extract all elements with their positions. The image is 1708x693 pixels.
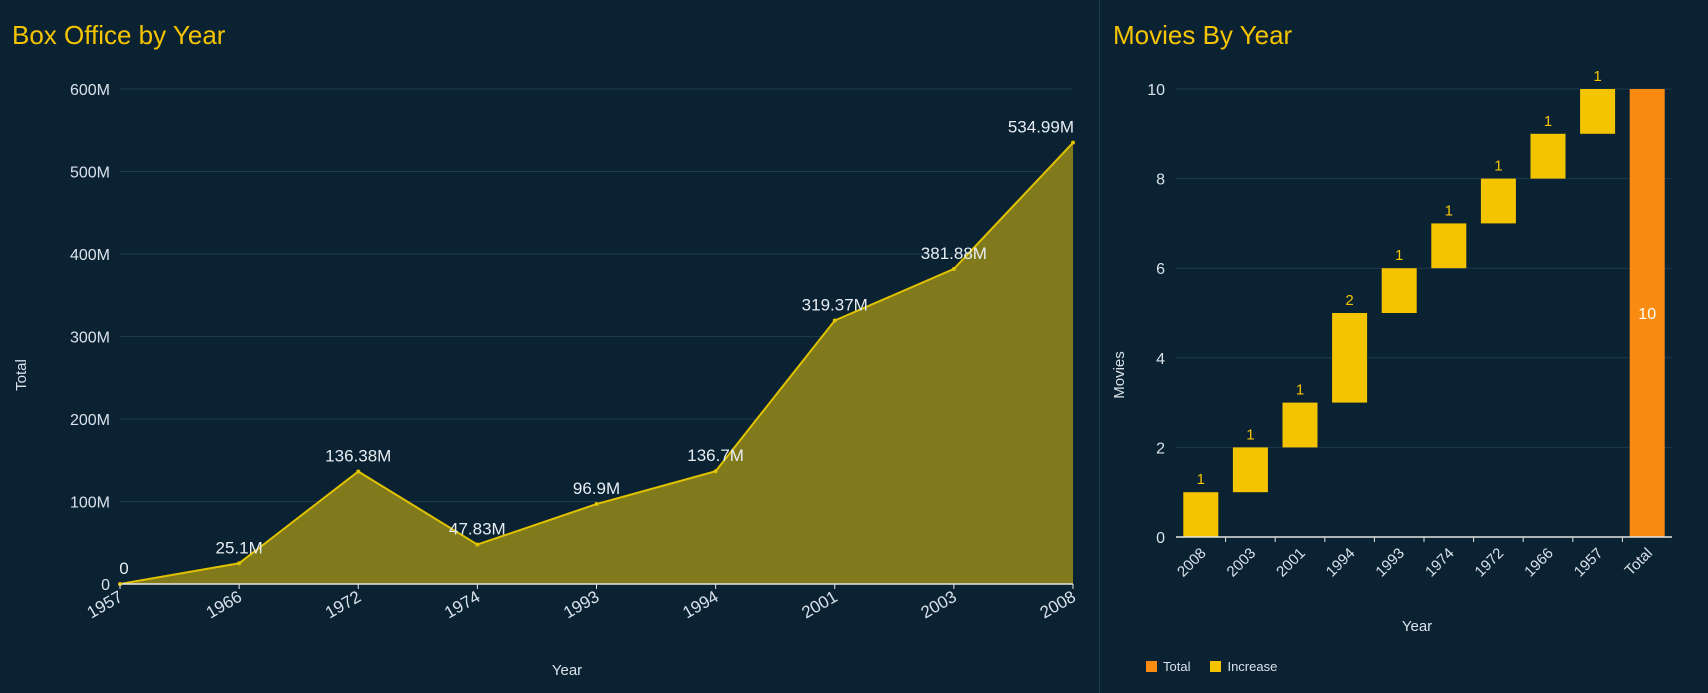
area-value-label: 25.1M [216, 538, 263, 557]
waterfall-bar [1232, 447, 1268, 493]
waterfall-bar [1381, 268, 1417, 313]
bar-x-tick-label: 1957 [1571, 545, 1607, 581]
legend-swatch [1146, 661, 1157, 672]
box-office-panel: Box Office by Year 0 100M 200M 300M 400M 500M… [12, 0, 1100, 693]
bar-y-tick-label: 6 [1156, 261, 1165, 278]
box-office-title: Box Office by Year [12, 20, 226, 50]
area-y-tick-label: 100M [70, 495, 110, 512]
area-x-tick-label: 2001 [798, 587, 840, 622]
bar-gridlines [1176, 88, 1672, 538]
area-point [832, 318, 837, 323]
area-x-tick-label: 1966 [203, 587, 245, 622]
area-value-label: 136.38M [325, 446, 391, 465]
area-fill [120, 142, 1073, 585]
bar-value-label: 1 [1395, 247, 1403, 264]
bar-x-tick-label: 1974 [1422, 545, 1458, 581]
bar-x-tick-label: Total [1622, 545, 1656, 579]
bar-value-label: 1 [1544, 113, 1552, 130]
area-point [475, 542, 480, 547]
area-value-label: 136.7M [687, 446, 744, 465]
waterfall-bar [1282, 402, 1318, 448]
bar-y-axis-label: Movies [1111, 351, 1128, 399]
waterfall-bar [1431, 223, 1467, 269]
area-x-ticks: 1957 1966 1972 1974 1993 1994 2001 2003 2008 [84, 584, 1079, 622]
bar-x-ticks: 2008 2003 2001 1994 1993 1974 1972 1966 1957 Tota… [1174, 537, 1656, 580]
area-x-tick-label: 1972 [322, 587, 364, 622]
bar-x-tick-label: 1993 [1372, 545, 1408, 581]
bar-x-tick-label: 2003 [1224, 545, 1260, 581]
area-x-tick-label: 1994 [679, 587, 721, 622]
area-point [356, 469, 361, 474]
bar-value-label: 10 [1638, 306, 1656, 323]
movies-panel: Movies By Year 0 2 4 6 8 10 2008 2003 2001 1994 1… [1101, 0, 1708, 693]
bar-value-label: 1 [1246, 426, 1254, 443]
bar-x-tick-label: 1972 [1472, 545, 1508, 581]
legend-label: Total [1163, 659, 1191, 674]
bar-value-label: 1 [1445, 202, 1453, 219]
bar-y-tick-label: 0 [1156, 530, 1165, 547]
area-point [951, 266, 956, 271]
area-y-tick-label: 0 [101, 577, 110, 594]
legend-label: Increase [1227, 659, 1278, 674]
area-point [237, 561, 242, 566]
waterfall-bar [1183, 492, 1219, 537]
bar-value-label: 2 [1345, 292, 1353, 309]
area-x-tick-label: 1974 [441, 587, 483, 622]
area-y-tick-label: 300M [70, 330, 110, 347]
bar-x-axis-label: Year [1402, 618, 1432, 635]
area-value-label: 96.9M [573, 479, 620, 498]
bar-x-tick-label: 2008 [1174, 545, 1210, 581]
bar-value-label: 1 [1593, 68, 1601, 85]
area-value-labels: 0 25.1M 136.38M 47.83M 96.9M 136.7M 319.37M 381… [119, 118, 1074, 578]
bar-value-label: 1 [1197, 471, 1205, 488]
bar-x-tick-label: 1966 [1521, 545, 1557, 581]
bar-y-tick-label: 8 [1156, 172, 1165, 189]
area-y-tick-label: 500M [70, 165, 110, 182]
bar-value-label: 1 [1494, 158, 1502, 175]
bar-x-tick-label: 2001 [1273, 545, 1309, 581]
area-point [713, 469, 718, 474]
area-value-label: 381.88M [921, 244, 987, 263]
area-x-tick-label: 2008 [1037, 587, 1079, 622]
bar-y-ticks: 0 2 4 6 8 10 [1147, 82, 1165, 547]
legend-item[interactable]: Increase [1210, 659, 1277, 674]
bar-marks [1176, 89, 1672, 538]
area-x-axis-label: Year [552, 662, 582, 679]
area-x-tick-label: 1993 [560, 587, 602, 622]
movies-waterfall-chart: 0 2 4 6 8 10 2008 2003 2001 1994 1993 1974 1972 1966… [1111, 68, 1672, 635]
bar-value-labels: 1 1 1 2 1 1 1 1 1 10 [1197, 68, 1657, 488]
bar-y-tick-label: 4 [1156, 351, 1165, 368]
movies-title: Movies By Year [1113, 20, 1293, 50]
area-y-axis-label: Total [13, 359, 30, 391]
area-point [1071, 140, 1075, 145]
area-marks [118, 140, 1075, 586]
bar-x-tick-label: 1994 [1323, 545, 1359, 581]
waterfall-bar [1629, 89, 1665, 537]
area-x-tick-label: 2003 [918, 587, 960, 622]
bar-y-tick-label: 2 [1156, 440, 1165, 457]
area-value-label: 47.83M [449, 520, 506, 539]
area-value-label: 0 [119, 559, 128, 578]
area-y-ticks: 0 100M 200M 300M 400M 500M 600M [70, 82, 110, 594]
bar-value-label: 1 [1296, 382, 1304, 399]
bar-y-tick-label: 10 [1147, 82, 1165, 99]
area-y-tick-label: 600M [70, 82, 110, 99]
waterfall-bar [1332, 313, 1368, 403]
area-value-label: 534.99M [1008, 118, 1074, 137]
waterfall-bar [1580, 89, 1616, 134]
area-y-tick-label: 200M [70, 412, 110, 429]
movies-legend: Total Increase [1146, 659, 1277, 674]
waterfall-bar [1530, 133, 1566, 179]
area-value-label: 319.37M [802, 296, 868, 315]
area-point [594, 502, 599, 507]
waterfall-bar [1480, 178, 1516, 224]
legend-swatch [1210, 661, 1222, 672]
area-y-tick-label: 400M [70, 247, 110, 264]
legend-item[interactable]: Total [1146, 659, 1190, 674]
